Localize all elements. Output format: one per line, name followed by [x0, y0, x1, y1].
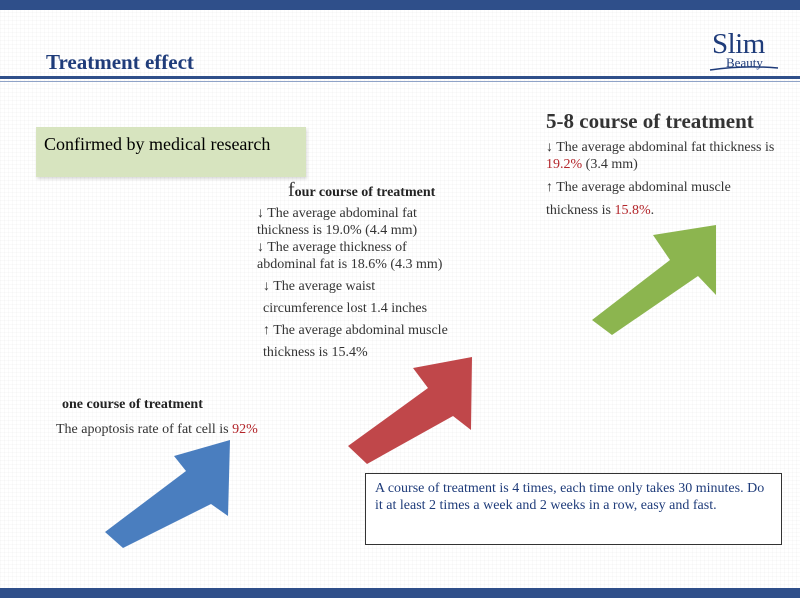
course-4-line1: ↓ The average abdominal fat thickness is… [257, 206, 418, 238]
title-divider [0, 76, 800, 79]
course-4-line4: ↑ The average abdominal muscle thickness… [263, 323, 448, 360]
course-4-line2: ↓ The average thickness of abdominal fat… [257, 240, 443, 272]
course-4-line3: ↓ The average waist circumference lost 1… [263, 279, 428, 316]
top-bar [0, 0, 800, 10]
bottom-bar [0, 588, 800, 598]
treatment-note-box: A course of treatment is 4 times, each t… [365, 473, 782, 545]
logo-main-text: Slim [712, 28, 765, 60]
course-5-8-block: 5-8 course of treatment ↓ The average ab… [546, 109, 796, 219]
course-1-heading-text: one course of treatment [62, 397, 203, 412]
brand-logo: Slim Beauty [708, 28, 780, 76]
course-4-heading: four course of treatment [288, 179, 477, 201]
arrow-up-right-green-icon [592, 225, 716, 335]
logo-swoosh-icon [709, 66, 779, 71]
title-divider-thin [0, 81, 800, 82]
course-5-8-line1: ↓ The average abdominal fat thickness is… [546, 139, 796, 173]
course-5-8-line2a: ↑ The average abdominal muscle [546, 180, 731, 195]
confirmed-banner: Confirmed by medical research [36, 127, 306, 177]
course-5-8-line1-text: ↓ The average abdominal fat thickness is [546, 140, 775, 155]
course-5-8-line2b-suffix: . [650, 203, 655, 218]
course-1-heading: one course of treatment [62, 396, 302, 413]
course-5-8-fat-value: 19.2% [546, 157, 583, 172]
course-4-block: four course of treatment ↓ The average a… [257, 179, 477, 364]
confirmed-text: Confirmed by medical research [44, 134, 271, 154]
course-4-heading-initial: f [288, 179, 295, 201]
course-1-line: The apoptosis rate of fat cell is 92% [56, 421, 316, 438]
course-5-8-line2b: thickness is 15.8%. [546, 202, 796, 219]
treatment-note-text: A course of treatment is 4 times, each t… [375, 481, 765, 513]
course-5-8-line2b-text: thickness is [546, 203, 615, 218]
course-5-8-heading: 5-8 course of treatment [546, 109, 754, 133]
page-title: Treatment effect [46, 50, 194, 74]
course-5-8-muscle-value: 15.8% [614, 203, 651, 218]
course-5-8-line1-suffix: (3.4 mm) [582, 157, 638, 172]
course-1-apoptosis-value: 92% [232, 422, 258, 437]
course-4-heading-rest: our course of treatment [294, 185, 436, 200]
arrow-up-right-blue-icon [105, 440, 230, 548]
course-1-line-text: The apoptosis rate of fat cell is [56, 422, 233, 437]
arrow-up-right-red-icon [348, 357, 472, 464]
